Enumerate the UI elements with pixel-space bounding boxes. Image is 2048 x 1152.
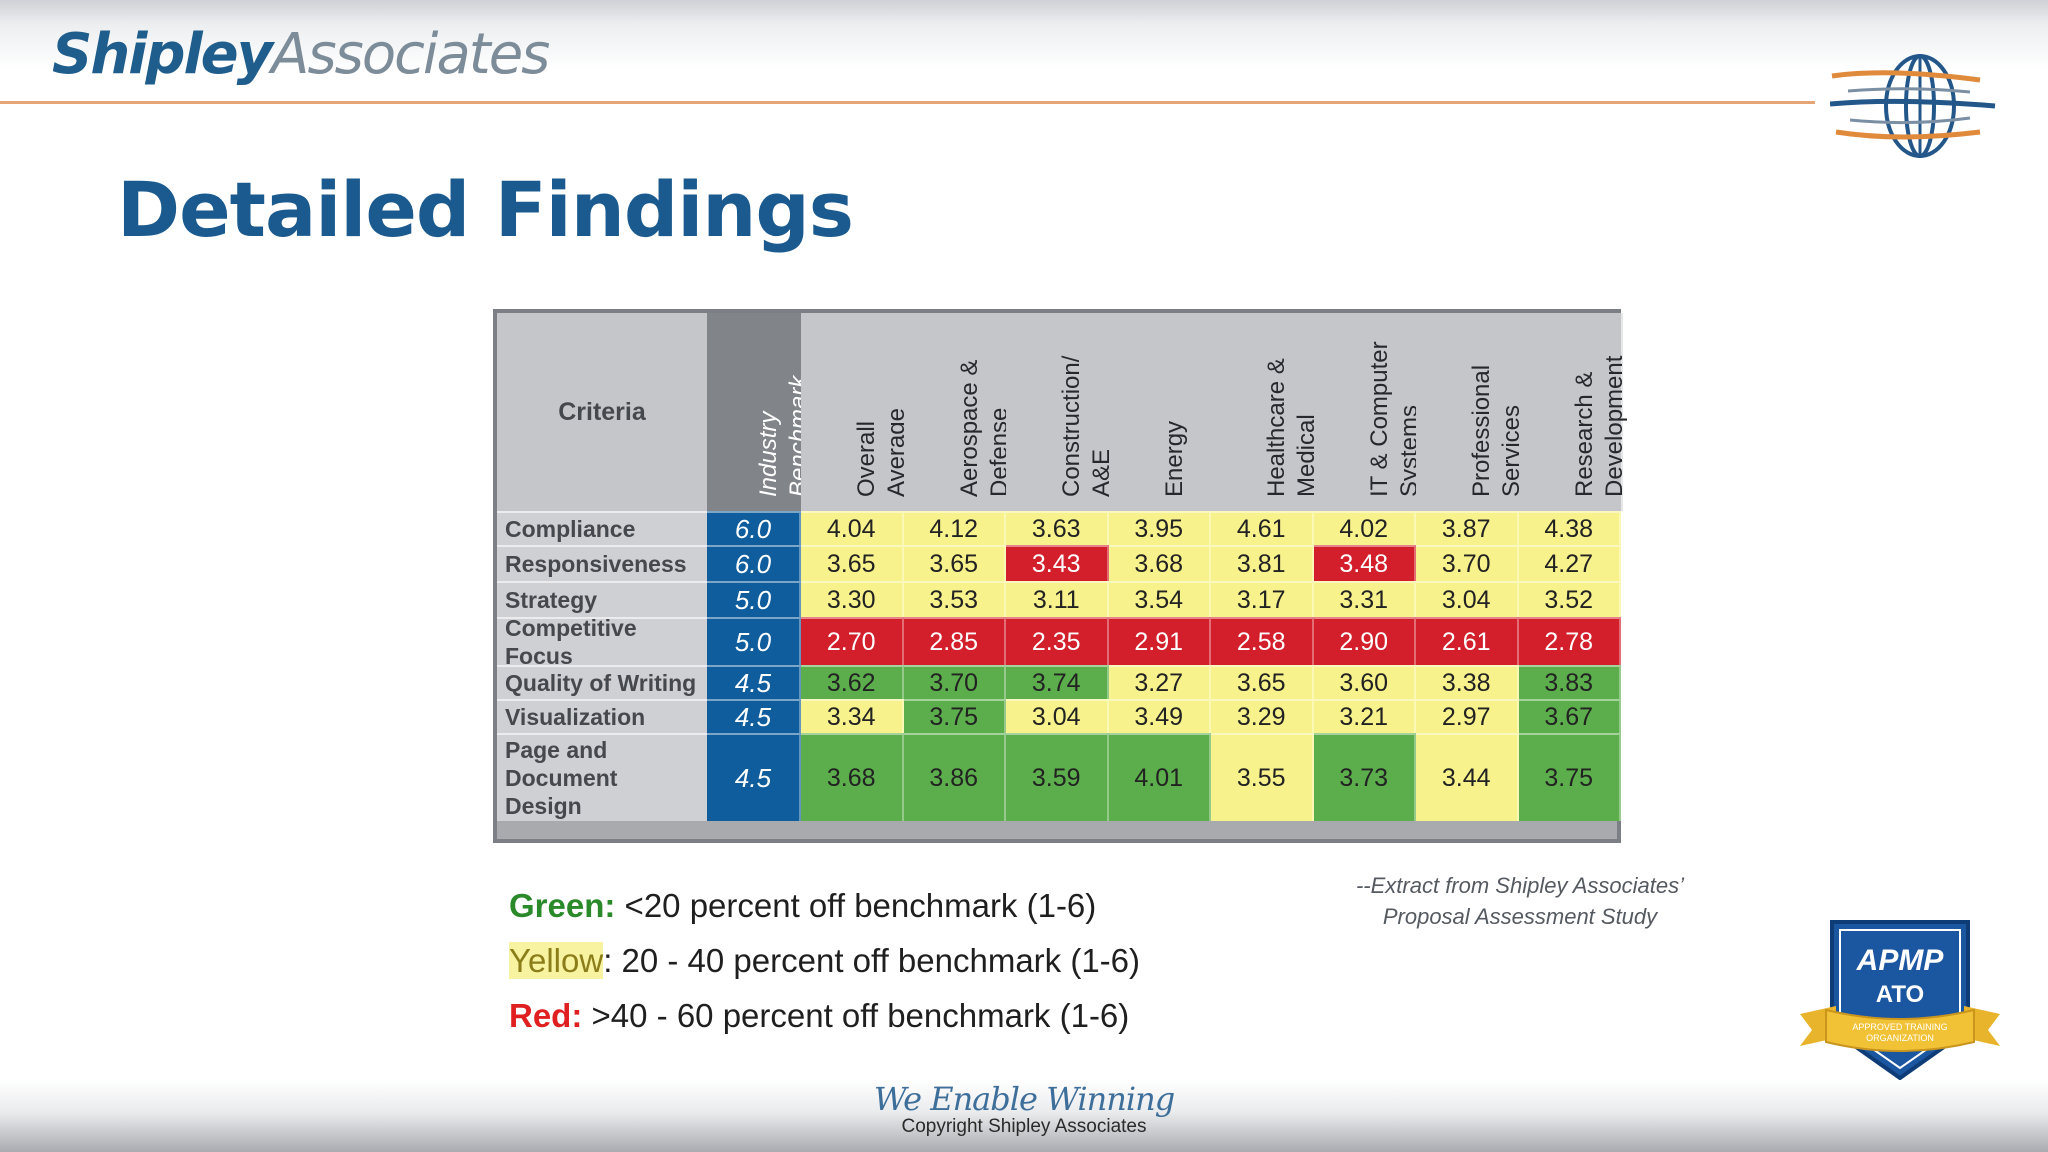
page-title: Detailed Findings <box>117 165 854 254</box>
source-note: --Extract from Shipley Associates’ Propo… <box>1355 873 1685 929</box>
row-label: Strategy <box>497 581 707 617</box>
score-cell: 3.81 <box>1211 545 1314 581</box>
score-cell: 3.74 <box>1006 665 1109 699</box>
score-cell: 3.30 <box>801 581 904 617</box>
score-cell: 2.97 <box>1416 699 1519 733</box>
score-cell: 3.70 <box>1416 545 1519 581</box>
score-cell: 3.52 <box>1518 581 1621 617</box>
row-label: Responsiveness <box>497 545 707 581</box>
globe-logo-icon <box>1830 54 1996 158</box>
score-cell: 2.70 <box>801 617 904 665</box>
score-cell: 3.17 <box>1211 581 1314 617</box>
row-label: Page and Document Design <box>497 733 707 821</box>
row-label: Competitive Focus <box>497 615 707 669</box>
score-cell: 3.54 <box>1108 581 1211 617</box>
score-cell: 3.44 <box>1416 733 1519 821</box>
benchmark-cell: 5.0 <box>707 581 801 617</box>
legend-yellow: Yellow: 20 - 40 percent off benchmark (1… <box>509 942 1141 979</box>
score-cell: 3.38 <box>1416 665 1519 699</box>
badge-ato: ATO <box>1876 981 1924 1008</box>
column-header-7: Professional Services <box>1416 313 1525 511</box>
score-cell: 3.68 <box>801 733 904 821</box>
score-cell: 3.04 <box>1006 699 1109 733</box>
score-cell: 4.01 <box>1108 733 1211 821</box>
row-label: Quality of Writing <box>497 665 707 699</box>
column-header-0: Industry Benchmark <box>707 313 812 511</box>
score-cell: 3.65 <box>801 545 904 581</box>
column-header-1: Overall Average <box>801 313 910 511</box>
score-cell: 3.63 <box>1006 511 1109 545</box>
score-cell: 2.85 <box>903 617 1006 665</box>
benchmark-cell: 5.0 <box>707 617 801 665</box>
footer-copyright: Copyright Shipley Associates <box>901 1116 1147 1137</box>
column-header-6: IT & Computer Systems <box>1313 313 1423 511</box>
benchmark-cell: 6.0 <box>707 545 801 581</box>
score-cell: 3.73 <box>1313 733 1416 821</box>
benchmark-cell: 6.0 <box>707 511 801 545</box>
score-cell: 3.31 <box>1313 581 1416 617</box>
benchmark-cell: 4.5 <box>707 733 801 821</box>
benchmark-cell: 4.5 <box>707 665 801 699</box>
score-cell: 3.21 <box>1313 699 1416 733</box>
score-cell: 3.29 <box>1211 699 1314 733</box>
score-cell: 3.04 <box>1416 581 1519 617</box>
score-cell: 2.78 <box>1518 617 1621 665</box>
score-cell: 3.34 <box>801 699 904 733</box>
score-cell: 3.65 <box>1211 665 1314 699</box>
score-cell: 3.87 <box>1416 511 1519 545</box>
score-cell: 3.75 <box>903 699 1006 733</box>
score-cell: 4.61 <box>1211 511 1314 545</box>
score-cell: 3.95 <box>1108 511 1211 545</box>
column-header-5: Healthcare & Medical <box>1211 313 1320 511</box>
score-cell: 2.90 <box>1313 617 1416 665</box>
score-cell: 3.67 <box>1518 699 1621 733</box>
score-cell: 3.75 <box>1518 733 1621 821</box>
score-cell: 3.48 <box>1313 545 1416 581</box>
score-cell: 3.86 <box>903 733 1006 821</box>
header-background <box>0 0 2048 70</box>
score-cell: 3.55 <box>1211 733 1314 821</box>
findings-table: Criteria Industry Benchmark Overall Avera… <box>493 309 1628 843</box>
column-header-8: Research & Development <box>1518 313 1628 511</box>
benchmark-cell: 4.5 <box>707 699 801 733</box>
score-cell: 3.59 <box>1006 733 1109 821</box>
shipley-logo: ShipleyAssociates <box>52 22 550 87</box>
score-cell: 3.70 <box>903 665 1006 699</box>
criteria-header: Criteria <box>497 313 707 511</box>
score-cell: 3.49 <box>1108 699 1211 733</box>
badge-apmp: APMP <box>1856 944 1945 977</box>
score-cell: 2.35 <box>1006 617 1109 665</box>
score-cell: 3.27 <box>1108 665 1211 699</box>
score-cell: 3.83 <box>1518 665 1621 699</box>
legend-green: Green: <20 percent off benchmark (1-6) <box>509 887 1097 924</box>
score-cell: 2.61 <box>1416 617 1519 665</box>
score-cell: 4.38 <box>1518 511 1621 545</box>
badge-organization: ORGANIZATION <box>1866 1033 1934 1043</box>
apmp-ato-badge: APMP ATO APPROVED TRAINING ORGANIZATION <box>1800 920 2000 1081</box>
column-header-4: Energy <box>1108 313 1213 511</box>
score-cell: 3.60 <box>1313 665 1416 699</box>
score-cell: 3.43 <box>1006 545 1109 581</box>
column-header-3: Construction/ A&E <box>1006 313 1115 511</box>
footer-slogan: We Enable Winning <box>873 1080 1175 1118</box>
score-cell: 4.04 <box>801 511 904 545</box>
legend-red: Red: >40 - 60 percent off benchmark (1-6… <box>509 997 1130 1034</box>
score-cell: 4.12 <box>903 511 1006 545</box>
row-label: Compliance <box>497 511 707 545</box>
row-label: Visualization <box>497 699 707 733</box>
badge-approved: APPROVED TRAINING <box>1852 1022 1947 1032</box>
score-cell: 3.11 <box>1006 581 1109 617</box>
score-cell: 2.58 <box>1211 617 1314 665</box>
column-header-2: Aerospace & Defense <box>903 313 1013 511</box>
score-cell: 3.62 <box>801 665 904 699</box>
score-cell: 3.53 <box>903 581 1006 617</box>
score-cell: 4.27 <box>1518 545 1621 581</box>
score-cell: 3.68 <box>1108 545 1211 581</box>
footer-background <box>0 1080 2048 1152</box>
score-cell: 4.02 <box>1313 511 1416 545</box>
color-legend: Green: <20 percent off benchmark (1-6) Y… <box>509 878 1140 1043</box>
score-cell: 2.91 <box>1108 617 1211 665</box>
score-cell: 3.65 <box>903 545 1006 581</box>
header-divider <box>0 101 1815 104</box>
